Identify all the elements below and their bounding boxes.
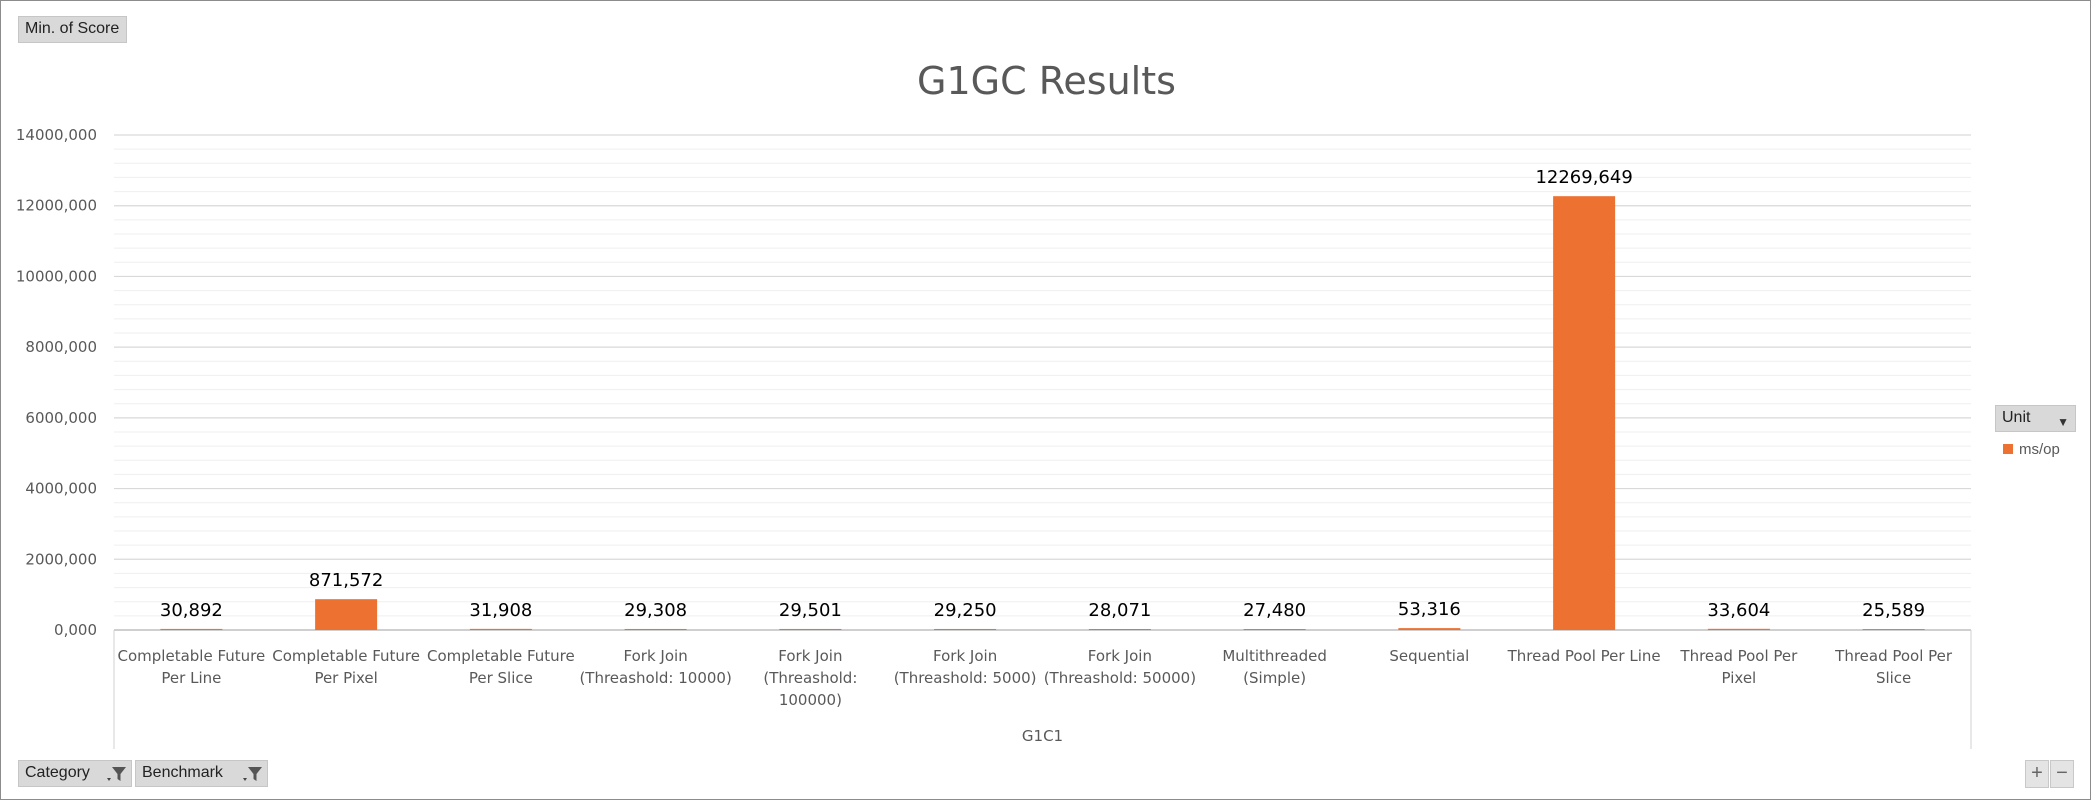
x-category-label-line: (Threashold: 5000) [894, 669, 1037, 687]
x-category-label: Fork Join (Threashold: 10000) [579, 647, 731, 687]
data-label: 29,308 [624, 600, 687, 621]
chart-legend: ms/op [2003, 441, 2060, 458]
data-label: 29,501 [779, 600, 842, 621]
category-field-label: Category [25, 764, 90, 781]
y-tick-label: 2000,000 [25, 550, 97, 568]
bar [1243, 629, 1306, 630]
y-tick-label: 6000,000 [25, 409, 97, 427]
filter-icon [243, 767, 262, 781]
y-tick-label: 14000,000 [16, 126, 97, 144]
x-category-label-line: Completable Future [118, 647, 266, 665]
value-field-button[interactable]: Min. of Score [18, 16, 127, 43]
filter-icon [107, 767, 126, 781]
x-category-label-line: (Threashold: 10000) [579, 669, 731, 687]
x-category-label: Completable Future Per Slice [427, 647, 575, 687]
legend-swatch [2003, 444, 2013, 454]
y-tick-label: 12000,000 [16, 197, 97, 215]
chart-title: G1GC Results [917, 59, 1176, 103]
bar [624, 628, 687, 630]
x-category-label: Fork Join (Threashold: 5000) [894, 647, 1037, 687]
benchmark-field-button[interactable]: Benchmark [135, 760, 268, 787]
x-category-label-line: Sequential [1389, 647, 1469, 665]
x-category-label: Completable Future Per Pixel [272, 647, 420, 687]
data-label: 30,892 [160, 600, 223, 621]
chart-plot: 0,000 2000,000 4000,000 6000,000 8000,000 100… [16, 126, 1972, 749]
legend-field-label: Unit [2002, 409, 2031, 426]
data-label: 53,316 [1398, 599, 1461, 620]
x-category-label-line: Per Slice [469, 669, 533, 687]
bar [1553, 196, 1616, 630]
data-label: 871,572 [309, 570, 383, 591]
data-label: 28,071 [1088, 600, 1151, 621]
x-category-label-line: Thread Pool Per [1679, 647, 1798, 665]
bar [315, 599, 378, 630]
x-category-label-line: Per Line [161, 669, 221, 687]
x-group-label: G1C1 [1022, 727, 1063, 745]
x-category-label-line: Thread Pool Per [1834, 647, 1953, 665]
x-category-label-line: Multithreaded [1222, 647, 1327, 665]
x-category-label-line: Completable Future [272, 647, 420, 665]
x-category-label: Thread Pool Per Line [1507, 647, 1661, 665]
x-category-label-line: Fork Join [624, 647, 688, 665]
y-tick-label: 8000,000 [25, 338, 97, 356]
value-field-label: Min. of Score [25, 20, 120, 37]
x-category-label-line: Completable Future [427, 647, 575, 665]
y-tick-label: 4000,000 [25, 480, 97, 498]
x-category-label-line: (Threashold: [763, 669, 857, 687]
zoom-out-button[interactable]: − [2050, 760, 2074, 788]
x-category-label-line: Fork Join [1088, 647, 1152, 665]
x-category-label: Sequential [1389, 647, 1469, 665]
bar [469, 628, 532, 630]
x-category-label: Thread Pool Per Slice [1834, 647, 1953, 687]
benchmark-field-label: Benchmark [142, 764, 223, 781]
x-category-label-line: (Simple) [1243, 669, 1306, 687]
data-label: 29,250 [934, 600, 997, 621]
dropdown-arrow-icon: ▼ [2057, 415, 2069, 429]
bar [934, 628, 997, 630]
bar [779, 628, 842, 630]
data-label: 12269,649 [1535, 167, 1632, 188]
bar [160, 628, 223, 630]
x-category-label: Fork Join (Threashold: 100000) [763, 647, 857, 709]
x-category-label-line: Thread Pool Per Line [1507, 647, 1661, 665]
bar [1707, 628, 1770, 630]
x-category-label-line: (Threashold: 50000) [1044, 669, 1196, 687]
data-label: 31,908 [469, 600, 532, 621]
x-category-label: Thread Pool Per Pixel [1679, 647, 1798, 687]
bar [1862, 629, 1925, 630]
x-category-label-line: Pixel [1722, 669, 1757, 687]
category-field-button[interactable]: Category [18, 760, 132, 787]
data-label: 25,589 [1862, 600, 1925, 621]
y-tick-label: 10000,000 [16, 267, 97, 285]
zoom-controls: + − [2025, 760, 2075, 788]
legend-field-button[interactable]: Unit ▼ [1995, 405, 2076, 432]
x-category-label-line: Per Pixel [314, 669, 377, 687]
y-tick-label: 0,000 [54, 621, 97, 639]
x-category-label-line: Fork Join [933, 647, 997, 665]
x-category-label-line: 100000) [779, 691, 842, 709]
data-label: 33,604 [1707, 600, 1770, 621]
x-category-label-line: Slice [1876, 669, 1911, 687]
data-label: 27,480 [1243, 600, 1306, 621]
x-category-label-line: Fork Join [778, 647, 842, 665]
bar [1398, 628, 1461, 630]
legend-entry-label: ms/op [2019, 441, 2060, 458]
x-category-label: Fork Join (Threashold: 50000) [1044, 647, 1196, 687]
zoom-in-button[interactable]: + [2025, 760, 2049, 788]
x-category-label: Multithreaded (Simple) [1222, 647, 1327, 687]
bar [1088, 629, 1151, 630]
x-category-label: Completable Future Per Line [118, 647, 266, 687]
